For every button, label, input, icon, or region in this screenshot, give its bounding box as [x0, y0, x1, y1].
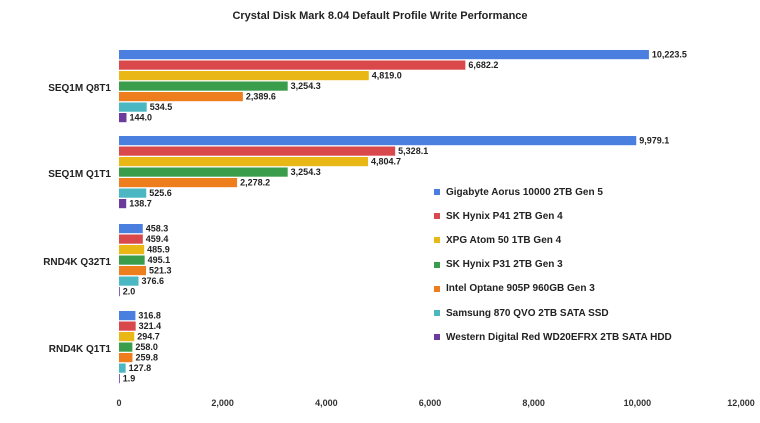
- data-label: 4,819.0: [372, 71, 402, 81]
- legend-item: SK Hynix P41 2TB Gen 4: [434, 204, 672, 228]
- bar: [119, 146, 396, 156]
- data-label: 459.4: [146, 234, 169, 244]
- bar: [119, 81, 288, 91]
- category-label: RND4K Q1T1: [49, 344, 112, 355]
- bar: [119, 224, 143, 234]
- legend-label: SK Hynix P31 2TB Gen 3: [446, 259, 563, 271]
- data-label: 4,804.7: [371, 157, 401, 167]
- data-label: 259.8: [135, 353, 158, 363]
- data-label: 258.0: [135, 342, 158, 352]
- data-label: 144.0: [129, 113, 152, 123]
- chart-title: Crystal Disk Mark 8.04 Default Profile W…: [232, 10, 528, 22]
- legend-swatch: [434, 334, 440, 341]
- legend-item: Samsung 870 QVO 2TB SATA SSD: [434, 301, 672, 325]
- bar: [119, 255, 145, 265]
- bar: [119, 311, 136, 321]
- legend-swatch: [434, 189, 440, 196]
- legend-item: XPG Atom 50 1TB Gen 4: [434, 228, 672, 252]
- bar: [119, 363, 126, 373]
- legend: Gigabyte Aorus 10000 2TB Gen 5 SK Hynix P…: [434, 180, 672, 349]
- data-label: 376.6: [142, 276, 165, 286]
- bar: [119, 353, 133, 363]
- data-label: 10,223.5: [652, 50, 687, 60]
- bar: [119, 234, 143, 244]
- legend-swatch: [434, 285, 440, 292]
- legend-item: SK Hynix P31 2TB Gen 3: [434, 253, 672, 277]
- x-tick-label: 12,000: [727, 398, 755, 408]
- bar: [119, 102, 147, 112]
- bar: [119, 276, 139, 286]
- data-label: 2,278.2: [240, 178, 270, 188]
- data-label: 458.3: [146, 224, 169, 234]
- data-label: 495.1: [148, 255, 171, 265]
- x-tick-label: 10,000: [624, 398, 652, 408]
- legend-label: Western Digital Red WD20EFRX 2TB SATA HD…: [446, 331, 672, 343]
- bar: [119, 50, 649, 60]
- bar: [119, 321, 136, 331]
- legend-swatch: [434, 213, 440, 220]
- x-tick-label: 2,000: [211, 398, 234, 408]
- data-label: 294.7: [137, 332, 160, 342]
- bar: [119, 342, 133, 352]
- bar: [119, 113, 127, 123]
- legend-label: Samsung 870 QVO 2TB SATA SSD: [446, 307, 609, 319]
- data-label: 521.3: [149, 266, 172, 276]
- category-label: SEQ1M Q1T1: [48, 169, 111, 180]
- bar: [119, 287, 120, 297]
- bar: [119, 374, 120, 384]
- bar: [119, 188, 147, 198]
- data-label: 9,979.1: [639, 136, 669, 146]
- legend-item: Gigabyte Aorus 10000 2TB Gen 5: [434, 180, 672, 204]
- legend-item: Intel Optane 905P 960GB Gen 3: [434, 277, 672, 301]
- data-label: 5,328.1: [398, 146, 428, 156]
- legend-label: SK Hynix P41 2TB Gen 4: [446, 210, 563, 222]
- legend-label: Intel Optane 905P 960GB Gen 3: [446, 283, 595, 295]
- bar: [119, 136, 637, 146]
- x-tick-label: 4,000: [315, 398, 338, 408]
- bar: [119, 266, 147, 276]
- bar: [119, 60, 466, 70]
- data-label: 3,254.3: [291, 167, 321, 177]
- legend-label: XPG Atom 50 1TB Gen 4: [446, 234, 562, 246]
- bar: [119, 167, 288, 177]
- data-label: 485.9: [147, 245, 170, 255]
- bar: [119, 92, 243, 102]
- bar: [119, 199, 127, 209]
- data-label: 138.7: [129, 199, 152, 209]
- legend-swatch: [434, 310, 440, 317]
- data-label: 127.8: [129, 363, 152, 373]
- data-label: 6,682.2: [468, 60, 498, 70]
- bar: [119, 157, 369, 167]
- category-label: RND4K Q32T1: [43, 257, 111, 268]
- data-label: 2,389.6: [246, 92, 276, 102]
- data-label: 3,254.3: [291, 81, 321, 91]
- x-tick-label: 0: [116, 398, 121, 408]
- data-label: 2.0: [123, 287, 136, 297]
- data-label: 321.4: [139, 321, 162, 331]
- bar: [119, 71, 369, 81]
- bar: [119, 245, 145, 255]
- data-label: 525.6: [149, 188, 172, 198]
- legend-swatch: [434, 261, 440, 268]
- data-label: 534.5: [150, 102, 173, 112]
- bar: [119, 332, 135, 342]
- category-label: SEQ1M Q8T1: [48, 83, 111, 94]
- legend-item: Western Digital Red WD20EFRX 2TB SATA HD…: [434, 325, 672, 349]
- x-tick-label: 6,000: [419, 398, 442, 408]
- legend-label: Gigabyte Aorus 10000 2TB Gen 5: [446, 186, 603, 198]
- data-label: 316.8: [138, 311, 161, 321]
- data-label: 1.9: [123, 374, 136, 384]
- legend-swatch: [434, 237, 440, 244]
- bar: [119, 178, 238, 188]
- x-tick-label: 8,000: [522, 398, 545, 408]
